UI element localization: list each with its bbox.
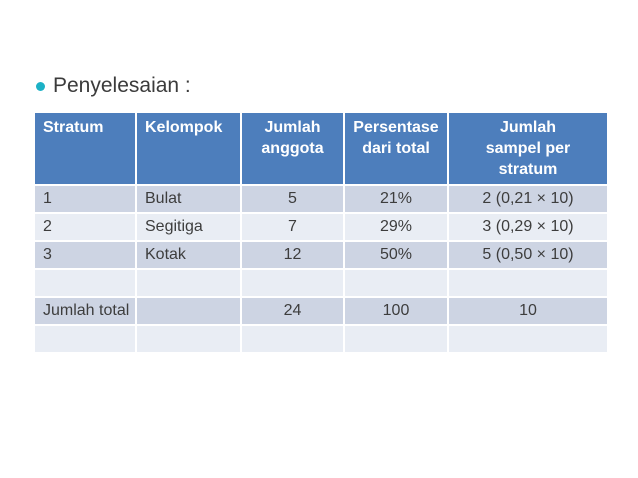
cell-persentase bbox=[343, 324, 449, 354]
header-label: Jumlah anggota bbox=[261, 119, 324, 157]
bullet-icon bbox=[36, 81, 45, 91]
cell-kelompok bbox=[135, 296, 242, 326]
cell-jumlah-anggota: 12 bbox=[240, 240, 345, 270]
cell-persentase: 50% bbox=[343, 240, 449, 270]
cell-jumlah-anggota bbox=[240, 268, 345, 298]
cell-jumlah-sampel bbox=[447, 268, 609, 298]
cell-persentase: 21% bbox=[343, 184, 449, 214]
cell-jumlah-sampel: 5 (0,50 × 10) bbox=[447, 240, 609, 270]
stratified-sampling-table: Stratum Kelompok Jumlah anggota Persenta… bbox=[33, 111, 609, 354]
header-label: Stratum bbox=[43, 119, 104, 136]
cell-stratum: 2 bbox=[33, 212, 137, 242]
header-label: Persentase dari total bbox=[353, 119, 439, 157]
table-row-stratum-1: 1 Bulat 5 21% 2 (0,21 × 10) bbox=[33, 184, 609, 214]
table-header-jumlah-anggota: Jumlah anggota bbox=[240, 111, 345, 186]
table-header-stratum: Stratum bbox=[33, 111, 137, 186]
table-row-stratum-2: 2 Segitiga 7 29% 3 (0,29 × 10) bbox=[33, 212, 609, 242]
table-row-empty bbox=[33, 268, 609, 298]
cell-stratum bbox=[33, 268, 137, 298]
cell-stratum: Jumlah total bbox=[33, 296, 137, 326]
cell-jumlah-sampel: 2 (0,21 × 10) bbox=[447, 184, 609, 214]
cell-jumlah-sampel bbox=[447, 324, 609, 354]
cell-stratum: 3 bbox=[33, 240, 137, 270]
title-row: Penyelesaian : bbox=[36, 74, 191, 98]
cell-persentase bbox=[343, 268, 449, 298]
table-row-stratum-3: 3 Kotak 12 50% 5 (0,50 × 10) bbox=[33, 240, 609, 270]
header-label: Kelompok bbox=[145, 119, 223, 136]
table-header-jumlah-sampel: Jumlah sampel per stratum bbox=[447, 111, 609, 186]
cell-kelompok: Bulat bbox=[135, 184, 242, 214]
cell-jumlah-anggota: 7 bbox=[240, 212, 345, 242]
cell-kelompok bbox=[135, 324, 242, 354]
cell-kelompok: Kotak bbox=[135, 240, 242, 270]
table-row-empty bbox=[33, 324, 609, 354]
cell-stratum: 1 bbox=[33, 184, 137, 214]
cell-jumlah-sampel: 10 bbox=[447, 296, 609, 326]
table-header-persentase-dari-total: Persentase dari total bbox=[343, 111, 449, 186]
slide-title: Penyelesaian : bbox=[53, 74, 191, 97]
cell-jumlah-anggota: 5 bbox=[240, 184, 345, 214]
header-label: Jumlah sampel per stratum bbox=[485, 119, 571, 178]
cell-persentase: 100 bbox=[343, 296, 449, 326]
table-row-total: Jumlah total 24 100 10 bbox=[33, 296, 609, 326]
cell-jumlah-anggota bbox=[240, 324, 345, 354]
cell-persentase: 29% bbox=[343, 212, 449, 242]
table-header-row: Stratum Kelompok Jumlah anggota Persenta… bbox=[33, 111, 609, 186]
cell-stratum bbox=[33, 324, 137, 354]
cell-kelompok: Segitiga bbox=[135, 212, 242, 242]
cell-jumlah-sampel: 3 (0,29 × 10) bbox=[447, 212, 609, 242]
table-header-kelompok: Kelompok bbox=[135, 111, 242, 186]
cell-kelompok bbox=[135, 268, 242, 298]
cell-jumlah-anggota: 24 bbox=[240, 296, 345, 326]
